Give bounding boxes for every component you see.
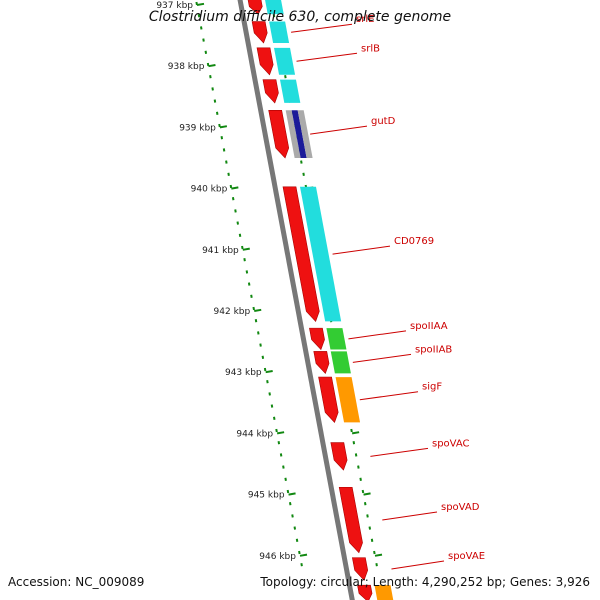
scale-tick-label: 938 kbp (168, 62, 205, 72)
scale-tick-label: 944 kbp (236, 429, 273, 439)
gene-label: spoVAC (432, 438, 470, 449)
cds-arrow (351, 557, 369, 581)
cds-arrow (256, 47, 274, 76)
scale-tick-label: 945 kbp (248, 491, 285, 501)
scale-tick (231, 186, 239, 190)
gene-label-line (359, 391, 419, 401)
gene-labels: srlE srlB gutD CD0769 spoIIAA spoIIAB sigF spoV… (291, 14, 485, 570)
cds-arrow (251, 21, 268, 44)
cds-arrow (309, 327, 325, 351)
gene-label-line (382, 511, 438, 521)
cog-block-cyan (265, 0, 284, 15)
scale-tick (242, 247, 250, 251)
cog-block-orange (335, 377, 361, 423)
cds-arrow (262, 79, 279, 104)
gene-label-line (348, 330, 407, 340)
scale-tick-right (374, 553, 383, 557)
cds-arrow (282, 186, 320, 322)
gene-label: sigF (422, 382, 442, 393)
cog-block-green (326, 328, 347, 350)
gene-label: srlB (361, 43, 380, 54)
cog-block-cyan (299, 186, 342, 322)
map-title: Clostridium difficile 630, complete geno… (148, 9, 452, 25)
scale-tick (288, 492, 296, 496)
accession-text: Accession: NC_009089 (8, 575, 145, 589)
gene-label-line (310, 125, 368, 135)
genome-backbone (237, 0, 355, 600)
cog-block-cyan (269, 21, 290, 43)
cds-arrow (318, 376, 339, 423)
scale-tick-label: 940 kbp (191, 185, 228, 195)
gene-label-line (391, 560, 445, 570)
scale-tick (196, 2, 205, 6)
scale-tick-label: 946 kbp (259, 552, 296, 562)
scale-tick-label: 942 kbp (214, 307, 251, 317)
gene-label-line (332, 245, 391, 255)
scale-tick (208, 64, 216, 68)
scale-tick (254, 308, 262, 312)
cds-arrow (313, 351, 330, 374)
cds-arrow (357, 584, 373, 600)
scale-tick-label: 941 kbp (202, 246, 239, 256)
gene-label: srlE (356, 14, 374, 25)
scale-tick-right (351, 431, 360, 435)
cog-block-cyan (274, 47, 296, 75)
ruler-dots-left (195, 1, 303, 567)
gene-label-line (291, 23, 353, 33)
cog-block-navy (291, 110, 307, 158)
gene-label-line (370, 447, 429, 457)
gene-label: spoVAE (448, 551, 485, 562)
gene-label-line (296, 52, 358, 62)
cds-arrow (330, 442, 348, 471)
scale-tick (265, 370, 273, 374)
cog-block-green (330, 351, 351, 374)
gene-label: spoIIAA (410, 321, 448, 332)
cds-arrow (247, 0, 263, 15)
feature-tracks (237, 0, 394, 600)
scale-tick-label: 939 kbp (179, 123, 216, 133)
gene-label: gutD (371, 116, 396, 127)
cog-block-cyan (279, 79, 301, 103)
cds-arrow (268, 109, 290, 159)
gene-label: CD0769 (394, 236, 434, 247)
genome-summary-text: Topology: circular; Length: 4,290,252 bp… (260, 575, 590, 589)
cog-block-grey (285, 110, 301, 158)
cog-block-grey (297, 110, 313, 158)
cog-block-orange (374, 585, 394, 600)
gene-label: spoVAD (441, 502, 480, 513)
cds-arrow (338, 486, 363, 554)
scale-tick-label: 943 kbp (225, 368, 262, 378)
scale-tick (299, 553, 308, 557)
scale-tick-label: 937 kbp (156, 1, 193, 11)
scale-tick (276, 431, 285, 435)
scale-tick-right (363, 492, 371, 496)
gene-label-line (352, 353, 412, 363)
gene-label: spoIIAB (415, 344, 452, 355)
scale-tick (219, 125, 228, 129)
